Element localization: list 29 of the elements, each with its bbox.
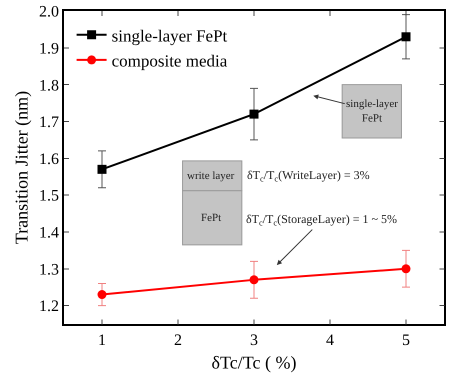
legend-label: single-layer FePt [112,26,228,46]
y-tick-label: 1.9 [39,40,60,58]
y-tick-label: 1.4 [39,224,60,242]
y-tick-label: 1.5 [39,188,60,205]
y-axis-title: Transition Jitter (nm) [12,90,32,244]
annotation: δT$_{c}$/T$_{c}$(WriteLayer) = 3% [247,168,370,184]
legend-label: composite media [112,52,228,71]
y-tick-label: 1.6 [39,150,60,168]
x-tick-label: 3 [250,332,258,349]
y-tick-label: 1.8 [39,77,60,94]
point [250,110,258,119]
x-tick-label: 1 [98,332,106,349]
annotation: single-layer FePt [346,98,398,124]
annotation: FePt [201,212,222,224]
annotation: write layer [187,170,235,182]
x-tick-label: 4 [326,332,334,349]
point [250,275,258,284]
y-tick-label: 2.0 [39,4,60,21]
point [402,32,410,42]
y-tick-label: 1.2 [39,298,60,316]
point [98,164,106,174]
x-tick-label: 5 [402,332,410,349]
x-tick-label: 2 [174,332,182,349]
y-tick-label: 1.3 [39,261,60,278]
annotation: δT$_{c}$/T$_{c}$(StorageLayer) = 1 ~ 5% [246,212,397,228]
x-axis-title: δTc/Tc ( %) [212,352,296,373]
y-tick-label: 1.7 [39,114,60,132]
point [402,264,410,274]
point [98,290,106,300]
